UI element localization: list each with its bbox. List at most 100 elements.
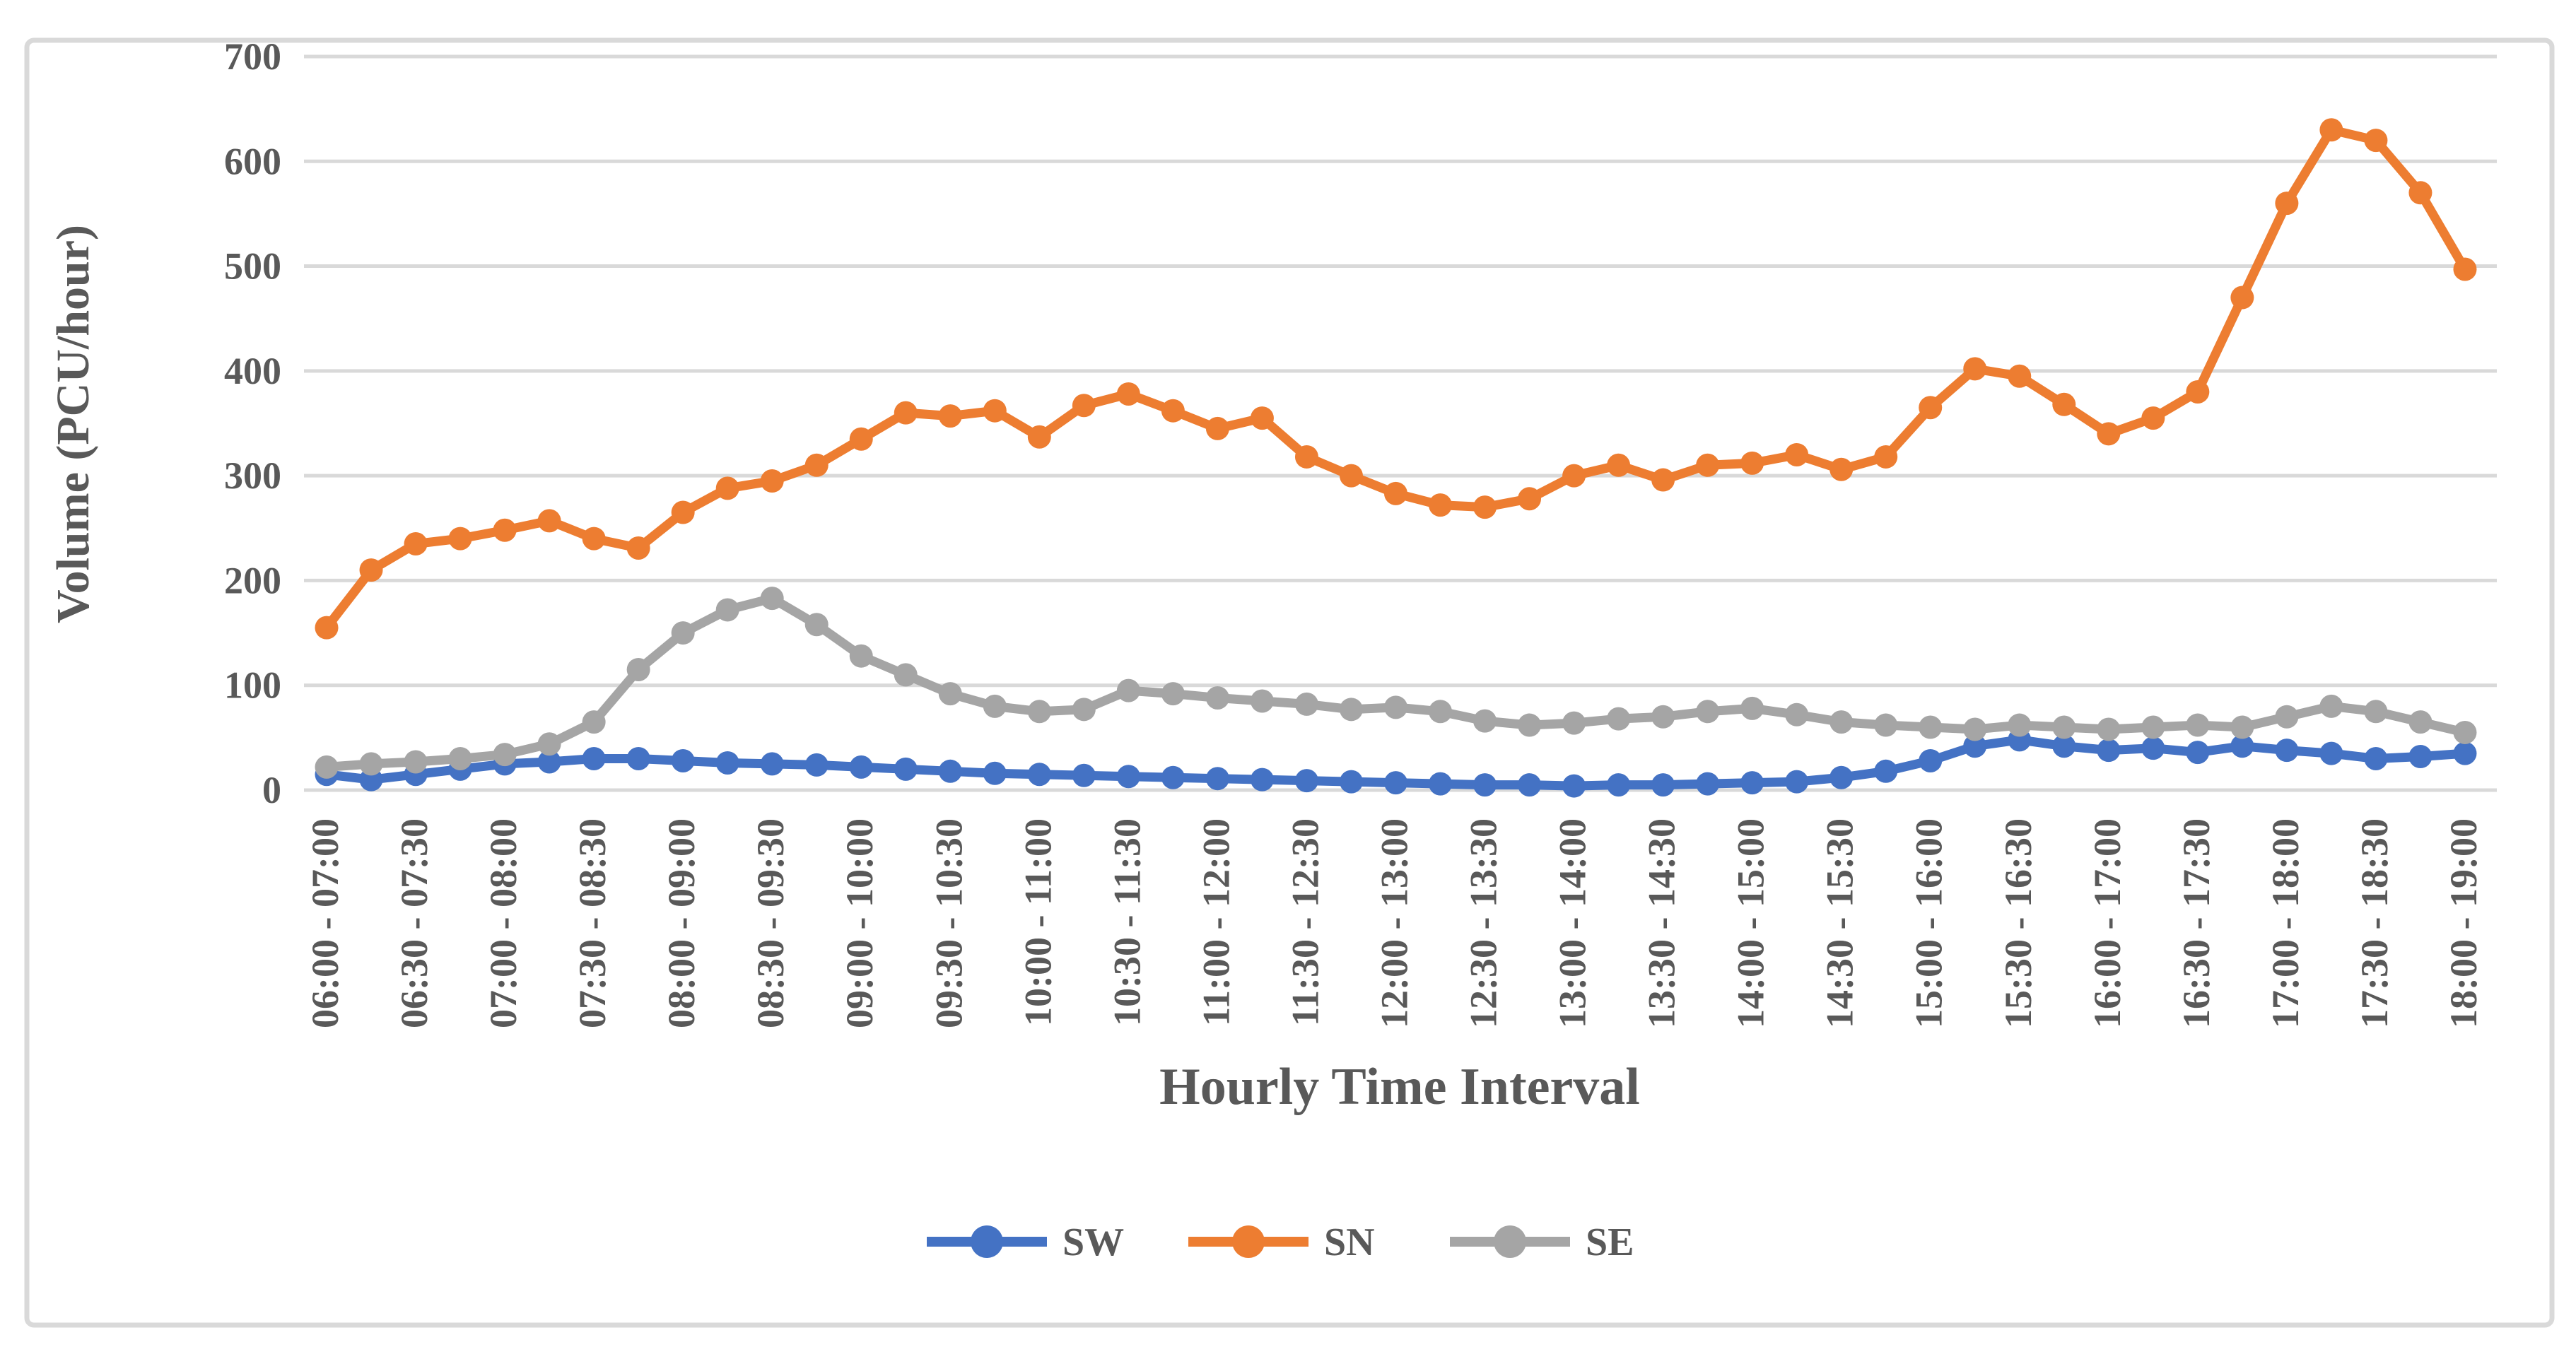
data-point-SW xyxy=(1429,772,1452,796)
data-point-SN xyxy=(671,500,695,524)
data-point-SN xyxy=(715,476,739,500)
data-point-SE xyxy=(359,752,383,776)
data-point-SW xyxy=(1785,770,1809,794)
data-point-SE xyxy=(315,755,339,779)
data-point-SE xyxy=(1027,700,1051,724)
data-point-SN xyxy=(1250,406,1274,430)
data-point-SN xyxy=(1874,445,1898,469)
data-point-SN xyxy=(983,399,1007,423)
legend-item-sn: SN xyxy=(1188,1220,1375,1264)
data-point-SW xyxy=(1740,771,1764,795)
gridlines xyxy=(304,54,2497,792)
y-tick-label: 200 xyxy=(224,559,281,601)
data-point-SE xyxy=(404,750,428,774)
x-tick-label: 16:30 - 17:30 xyxy=(2175,818,2218,1028)
x-tick-label: 14:00 - 15:00 xyxy=(1730,818,1772,1028)
x-tick-label: 13:30 - 14:30 xyxy=(1641,818,1683,1028)
data-point-SE xyxy=(1874,713,1898,737)
y-tick-label: 0 xyxy=(262,769,281,811)
data-point-SW xyxy=(1116,765,1140,789)
y-tick-labels: 0 100 200 300 400 500 600 700 xyxy=(224,35,281,811)
data-point-SW xyxy=(894,757,918,781)
x-tick-label: 09:00 - 10:00 xyxy=(838,818,881,1028)
series-SN xyxy=(315,118,2477,640)
data-point-SE xyxy=(2008,713,2032,737)
data-point-SE xyxy=(1785,702,1809,727)
data-point-SN xyxy=(1383,481,1407,505)
data-point-SN xyxy=(493,518,517,542)
series-SW xyxy=(315,728,2477,798)
data-point-SE xyxy=(1161,682,1185,706)
data-point-SW xyxy=(983,761,1007,785)
data-point-SW xyxy=(2453,741,2477,765)
chart-border xyxy=(24,37,2555,1328)
data-point-SE xyxy=(493,743,517,767)
data-point-SW xyxy=(1874,759,1898,783)
data-point-SE xyxy=(448,747,472,771)
data-point-SN xyxy=(537,509,561,533)
data-point-SN xyxy=(1829,457,1854,481)
legend-label: SE xyxy=(1586,1220,1634,1264)
data-point-SW xyxy=(671,748,695,772)
data-point-SN xyxy=(760,469,784,493)
legend-item-sw: SW xyxy=(927,1220,1124,1264)
data-point-SE xyxy=(2141,715,2165,739)
data-point-SN xyxy=(1027,425,1051,449)
data-point-SE xyxy=(1607,707,1631,731)
data-point-SN xyxy=(1651,468,1675,492)
data-point-SW xyxy=(1473,773,1497,797)
data-point-SW xyxy=(2097,739,2121,763)
x-tick-label: 08:30 - 09:30 xyxy=(749,818,792,1028)
data-point-SE xyxy=(894,663,918,687)
data-point-SN xyxy=(1518,487,1542,511)
data-point-SE xyxy=(2275,705,2299,729)
data-point-SE xyxy=(1473,709,1497,733)
y-tick-label: 700 xyxy=(224,35,281,78)
x-tick-label: 10:30 - 11:30 xyxy=(1106,818,1148,1026)
data-point-SN xyxy=(1205,416,1229,440)
data-point-SW xyxy=(1072,763,1096,787)
data-point-SE xyxy=(626,657,650,681)
data-point-SE xyxy=(1383,695,1407,719)
data-point-SW xyxy=(1294,769,1318,793)
x-tick-label: 15:00 - 16:00 xyxy=(1908,818,1950,1028)
data-point-SW xyxy=(804,753,829,777)
data-point-SE xyxy=(1250,689,1274,713)
x-tick-label: 17:30 - 18:30 xyxy=(2353,818,2396,1028)
legend-item-se: SE xyxy=(1450,1220,1634,1264)
data-point-SW xyxy=(1829,765,1854,789)
data-point-SE xyxy=(2364,700,2388,724)
data-point-SW xyxy=(760,752,784,776)
x-tick-label: 06:30 - 07:30 xyxy=(393,818,435,1028)
x-tick-label: 11:30 - 12:30 xyxy=(1284,818,1326,1026)
data-point-SE xyxy=(1205,686,1229,710)
data-point-SN xyxy=(1696,453,1720,477)
data-point-SW xyxy=(2052,734,2076,758)
data-point-SN xyxy=(359,558,383,582)
data-point-SN xyxy=(894,401,918,425)
data-point-SE xyxy=(983,694,1007,718)
data-point-SE xyxy=(2186,713,2210,737)
y-tick-label: 100 xyxy=(224,664,281,707)
y-tick-label: 400 xyxy=(224,350,281,392)
data-point-SN xyxy=(1562,464,1586,488)
data-point-SE xyxy=(1740,696,1764,720)
data-point-SW xyxy=(1963,734,1987,758)
data-point-SN xyxy=(2097,422,2121,446)
x-tick-label: 12:00 - 13:00 xyxy=(1373,818,1415,1028)
y-tick-label: 600 xyxy=(224,140,281,182)
data-point-SN xyxy=(626,536,650,560)
data-point-SW xyxy=(537,750,561,774)
data-point-SN xyxy=(849,427,873,451)
x-tick-label: 06:00 - 07:00 xyxy=(304,818,346,1028)
x-tick-labels: 06:00 - 07:00 06:30 - 07:30 07:00 - 08:00 0… xyxy=(304,818,2485,1028)
data-point-SW xyxy=(715,751,739,775)
data-point-SE xyxy=(804,613,829,637)
data-point-SN xyxy=(404,532,428,556)
data-point-SE xyxy=(2052,715,2076,739)
legend-marker-sw xyxy=(971,1225,1003,1258)
data-point-SN xyxy=(315,616,339,640)
data-point-SE xyxy=(1116,678,1140,702)
